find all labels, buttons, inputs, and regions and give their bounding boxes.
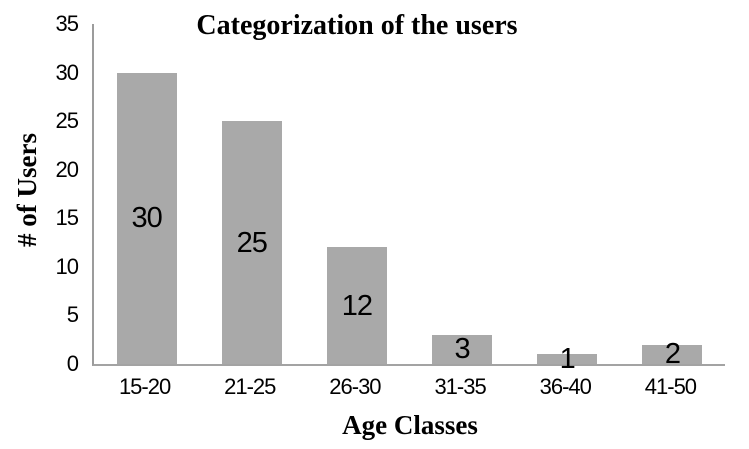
bar-value-label: 30: [131, 202, 162, 235]
bar-value-label: 12: [341, 289, 373, 322]
x-axis-title: Age Classes: [342, 410, 478, 440]
y-tick-label: 10: [55, 253, 79, 279]
y-tick-label: 25: [55, 108, 79, 134]
bar-value-label: 1: [559, 343, 576, 376]
bar-value-label: 25: [236, 226, 268, 259]
y-axis-title: # of Users: [12, 133, 42, 247]
bar: [221, 121, 282, 364]
chart-title: Categorization of the users: [196, 10, 518, 41]
x-tick-label: 31-35: [434, 374, 486, 399]
x-tick-label: 26-30: [329, 374, 381, 399]
bar: [326, 247, 387, 364]
bar-value-label: 3: [454, 333, 471, 366]
plot-area: 30 25 12 3 1 2: [92, 24, 725, 375]
x-tick-label: 41-50: [644, 374, 697, 399]
y-tick-label: 15: [55, 205, 79, 231]
x-tick-label: 21-25: [224, 374, 276, 399]
y-tick-label: 0: [66, 351, 79, 376]
bar: [537, 354, 598, 364]
x-tick-label: 15-20: [118, 374, 171, 399]
bar-value-label: 2: [664, 338, 681, 371]
y-tick-label: 20: [55, 156, 79, 182]
bar: [432, 334, 493, 364]
bar: [642, 344, 703, 364]
y-tick-label: 5: [66, 302, 79, 328]
x-tick-label: 36-40: [539, 374, 592, 399]
bar: [116, 72, 177, 364]
y-tick-label: 30: [55, 59, 79, 85]
y-tick-label: 35: [55, 11, 79, 36]
